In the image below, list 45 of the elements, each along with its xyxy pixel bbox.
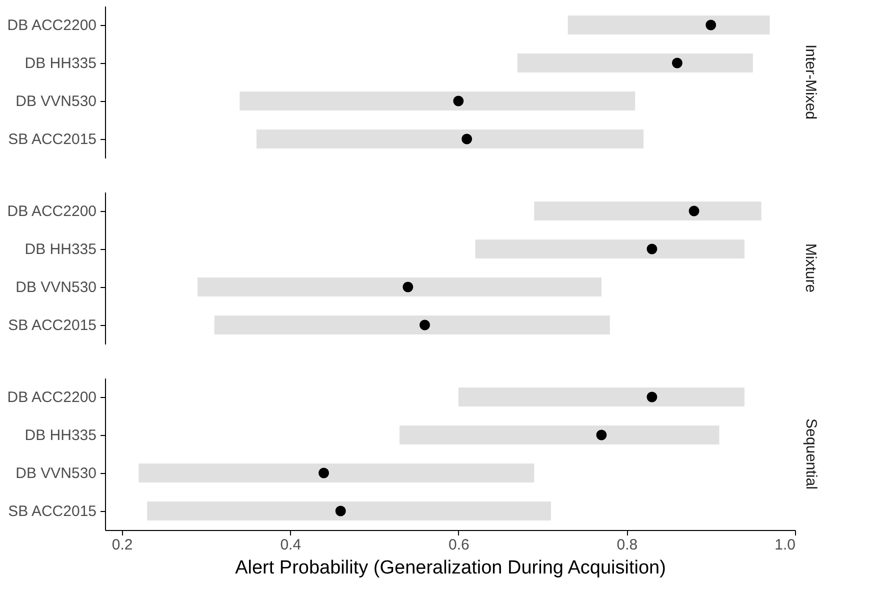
y-tick-label: DB ACC2200 <box>7 389 96 406</box>
bar <box>198 278 602 296</box>
point <box>672 58 682 68</box>
text: Mixture <box>802 243 819 293</box>
point <box>453 96 464 106</box>
point <box>402 282 414 292</box>
y-tick-label: DB HH335 <box>24 241 96 258</box>
bar <box>400 426 720 444</box>
y-tick-label: DB HH335 <box>24 427 96 444</box>
x-axis-title: Alert Probability (Generalization During Acquisition) <box>235 558 666 578</box>
x-tick-label: 0.2 <box>112 536 133 554</box>
y-tick-label: DB VVN530 <box>16 465 96 482</box>
bar <box>534 202 762 220</box>
bar <box>256 130 644 148</box>
text: Inter-Mixed <box>802 44 819 120</box>
bar <box>214 316 610 334</box>
bar <box>568 16 770 34</box>
point <box>335 506 346 516</box>
y-tick-label: DB HH335 <box>24 55 96 72</box>
bar <box>240 92 636 110</box>
bar <box>475 240 745 258</box>
x-tick-label: 0.6 <box>448 536 470 554</box>
bar <box>147 502 551 520</box>
y-tick-label: SB ACC2015 <box>8 317 96 334</box>
point <box>646 244 658 254</box>
bar <box>458 388 745 406</box>
bar <box>517 54 753 72</box>
bar <box>138 464 534 482</box>
point <box>596 430 607 440</box>
x-tick-label: 0.8 <box>616 536 638 554</box>
text: Sequential <box>802 418 820 490</box>
point <box>318 468 330 478</box>
point <box>706 20 716 30</box>
x-tick-label: 1.0 <box>774 536 796 554</box>
y-tick-label: SB ACC2015 <box>8 131 96 148</box>
y-tick-label: DB VVN530 <box>16 93 96 110</box>
point <box>646 392 658 402</box>
point <box>420 320 430 330</box>
point <box>688 206 700 216</box>
y-tick-label: DB ACC2200 <box>7 17 96 34</box>
y-tick-label: DB ACC2200 <box>7 203 96 220</box>
x-tick-label: 0.4 <box>280 536 302 554</box>
y-tick-label: DB VVN530 <box>16 279 96 296</box>
y-tick-label: SB ACC2015 <box>8 503 96 520</box>
point <box>462 134 472 144</box>
